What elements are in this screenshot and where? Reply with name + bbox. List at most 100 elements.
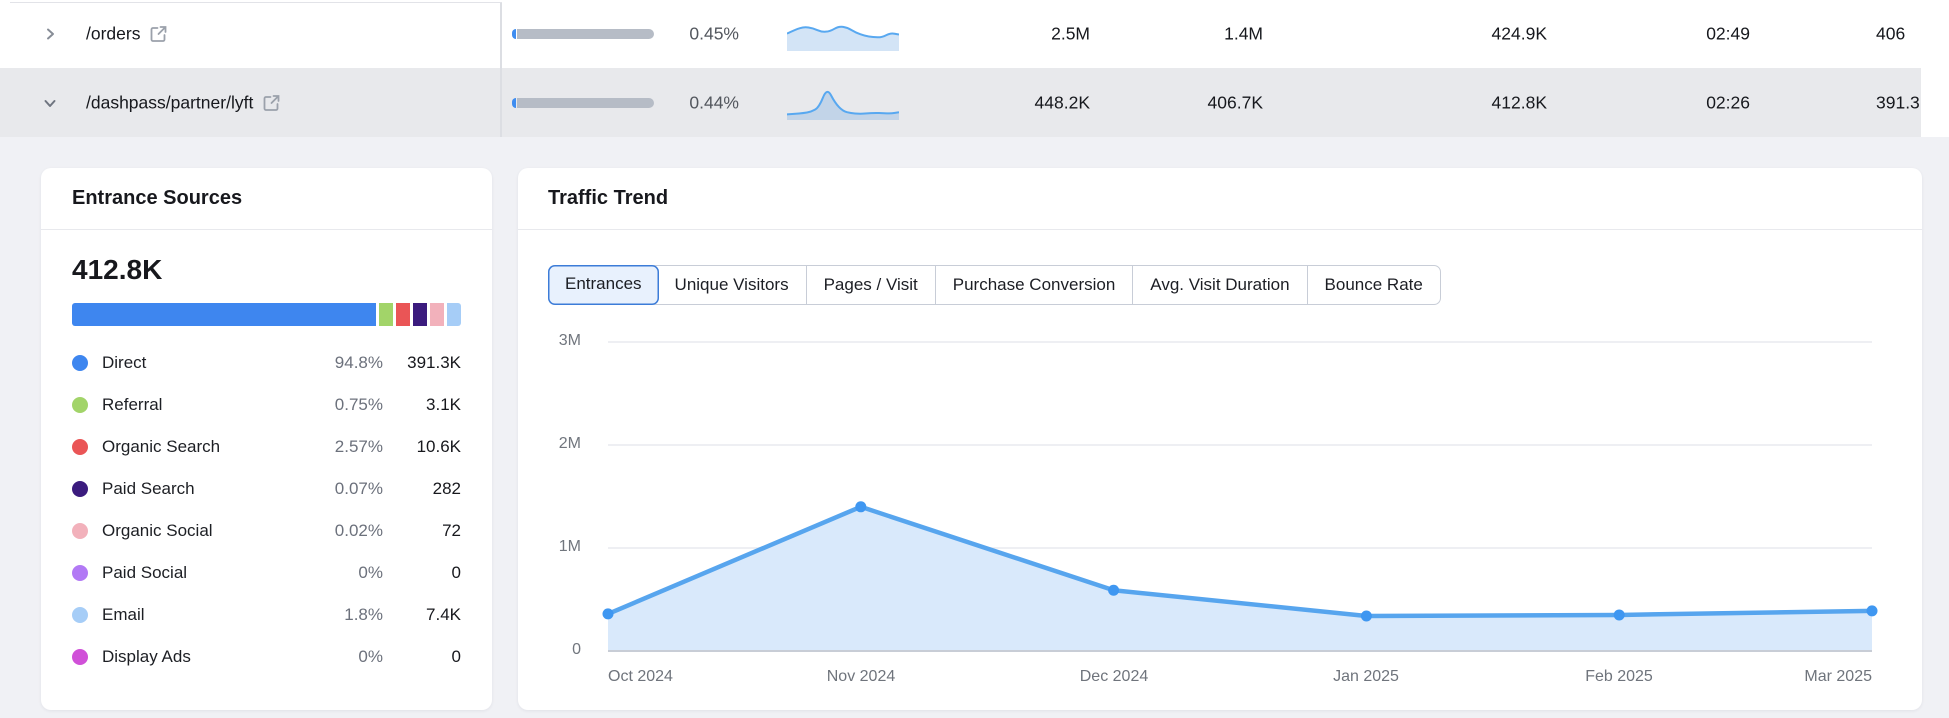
page-path[interactable]: /orders <box>86 23 141 44</box>
x-axis-label: Mar 2025 <box>1804 668 1872 685</box>
source-percent: 0.07% <box>334 479 383 498</box>
expand-chevron-right-icon[interactable] <box>40 24 60 44</box>
y-axis-tick-1m: 1M <box>558 538 581 555</box>
source-label: Referral <box>102 395 163 414</box>
legend-row: Paid Search 0.07% 282 <box>72 468 461 510</box>
x-axis-label: Dec 2024 <box>1079 668 1149 685</box>
source-label: Display Ads <box>102 647 191 666</box>
organic-social-dot-icon <box>72 523 88 539</box>
tab-purchase-conversion[interactable]: Purchase Conversion <box>936 266 1134 304</box>
table-row-selected[interactable]: /dashpass/partner/lyft 0.44% 448.2K 406.… <box>0 68 1949 137</box>
bar-segment-email <box>447 303 461 326</box>
pages-table: /orders 0.45% 2.5M 1.4M 424.9K 02:49 406… <box>0 0 1949 137</box>
legend-row: Organic Social 0.02% 72 <box>72 510 461 552</box>
x-axis-label: Feb 2025 <box>1585 668 1653 685</box>
referral-dot-icon <box>72 397 88 413</box>
source-label: Paid Social <box>102 563 188 582</box>
external-link-icon[interactable] <box>262 93 281 112</box>
metric-unique-visitors: 1.4M <box>1224 23 1263 44</box>
y-axis-tick-0: 0 <box>572 641 581 658</box>
source-percent: 0.75% <box>334 395 383 414</box>
share-percent: 0.45% <box>689 23 739 44</box>
legend-row: Direct 94.8% 391.3K <box>72 342 461 384</box>
source-label: Paid Search <box>102 479 195 498</box>
sources-stacked-bar <box>72 303 461 326</box>
source-label: Organic Social <box>102 521 213 540</box>
metric-tabs: Entrances Unique Visitors Pages / Visit … <box>548 265 1441 305</box>
x-axis-label: Nov 2024 <box>826 668 896 685</box>
trend-sparkline <box>786 83 900 120</box>
bar-segment-referral <box>379 303 393 326</box>
traffic-trend-chart <box>602 341 1878 652</box>
page-path[interactable]: /dashpass/partner/lyft <box>86 92 254 112</box>
metric-duration: 02:26 <box>1706 92 1750 112</box>
source-value: 0 <box>451 647 461 666</box>
bar-segment-organic-search <box>396 303 410 326</box>
entrances-total: 412.8K <box>72 254 163 285</box>
sources-legend: Direct 94.8% 391.3K Referral 0.75% 3.1K Orga… <box>72 342 461 678</box>
bar-segment-direct <box>72 303 376 326</box>
legend-row: Display Ads 0% 0 <box>72 636 461 678</box>
scrollbar-gutter[interactable] <box>1921 0 1949 137</box>
source-value: 391.3K <box>407 353 461 372</box>
tab-bounce-rate[interactable]: Bounce Rate <box>1324 275 1423 294</box>
metric-unique-visitors: 406.7K <box>1207 92 1263 112</box>
source-percent: 0% <box>358 563 383 582</box>
x-axis-label: Oct 2024 <box>608 668 673 685</box>
source-percent: 0.02% <box>334 521 383 540</box>
share-bar <box>512 97 654 108</box>
source-percent: 0% <box>358 647 383 666</box>
y-axis-tick-2m: 2M <box>558 435 581 452</box>
tab-pages-per-visit[interactable]: Pages / Visit <box>807 266 936 304</box>
source-label: Email <box>102 605 145 624</box>
source-value: 0 <box>451 563 461 582</box>
source-value: 282 <box>432 479 461 498</box>
table-row[interactable]: /orders 0.45% 2.5M 1.4M 424.9K 02:49 406 <box>0 0 1949 68</box>
trend-sparkline <box>786 14 900 51</box>
source-percent: 1.8% <box>344 605 383 624</box>
email-dot-icon <box>72 607 88 623</box>
metric-visits: 412.8K <box>1491 92 1547 112</box>
paid-social-dot-icon <box>72 565 88 581</box>
collapse-chevron-down-icon[interactable] <box>40 93 60 113</box>
y-axis-tick-3m: 3M <box>558 332 581 349</box>
legend-row: Organic Search 2.57% 10.6K <box>72 426 461 468</box>
source-percent: 94.8% <box>334 353 383 372</box>
metric-duration: 02:49 <box>1706 23 1750 44</box>
bar-segment-paid-search <box>413 303 427 326</box>
bar-segment-organic-social <box>430 303 444 326</box>
external-link-icon[interactable] <box>149 25 168 44</box>
metric-clipped: 406 <box>1876 23 1906 44</box>
x-axis-label: Jan 2025 <box>1333 668 1399 685</box>
tab-entrances[interactable]: Entrances <box>548 265 659 305</box>
direct-dot-icon <box>72 355 88 371</box>
legend-row: Email 1.8% 7.4K <box>72 594 461 636</box>
row-top-border <box>10 2 502 3</box>
share-percent: 0.44% <box>689 92 739 112</box>
share-bar <box>512 29 654 39</box>
frozen-column-divider <box>500 3 502 137</box>
metric-visits: 424.9K <box>1491 23 1547 44</box>
source-label: Direct <box>102 353 147 372</box>
metric-entrances: 2.5M <box>1051 23 1090 44</box>
tab-avg-visit-duration[interactable]: Avg. Visit Duration <box>1133 266 1308 304</box>
legend-row: Paid Social 0% 0 <box>72 552 461 594</box>
entrance-sources-card: Entrance Sources 412.8K Direct 94.8% 391.3… <box>41 168 492 710</box>
source-label: Organic Search <box>102 437 221 456</box>
paid-search-dot-icon <box>72 481 88 497</box>
traffic-trend-card: Traffic Trend Entrances Unique Visitors … <box>518 168 1922 710</box>
display-ads-dot-icon <box>72 649 88 665</box>
metric-clipped: 391.3 <box>1876 92 1920 112</box>
source-percent: 2.57% <box>334 437 383 456</box>
source-value: 3.1K <box>426 395 461 414</box>
source-value: 72 <box>442 521 461 540</box>
metric-entrances: 448.2K <box>1034 92 1090 112</box>
source-value: 7.4K <box>426 605 461 624</box>
organic-search-dot-icon <box>72 439 88 455</box>
tab-unique-visitors[interactable]: Unique Visitors <box>658 266 807 304</box>
source-value: 10.6K <box>416 437 461 456</box>
legend-row: Referral 0.75% 3.1K <box>72 384 461 426</box>
card-title: Traffic Trend <box>548 187 669 209</box>
card-title: Entrance Sources <box>72 187 243 209</box>
